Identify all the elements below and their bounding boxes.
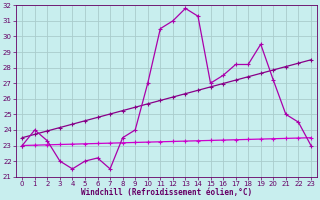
X-axis label: Windchill (Refroidissement éolien,°C): Windchill (Refroidissement éolien,°C) bbox=[81, 188, 252, 197]
